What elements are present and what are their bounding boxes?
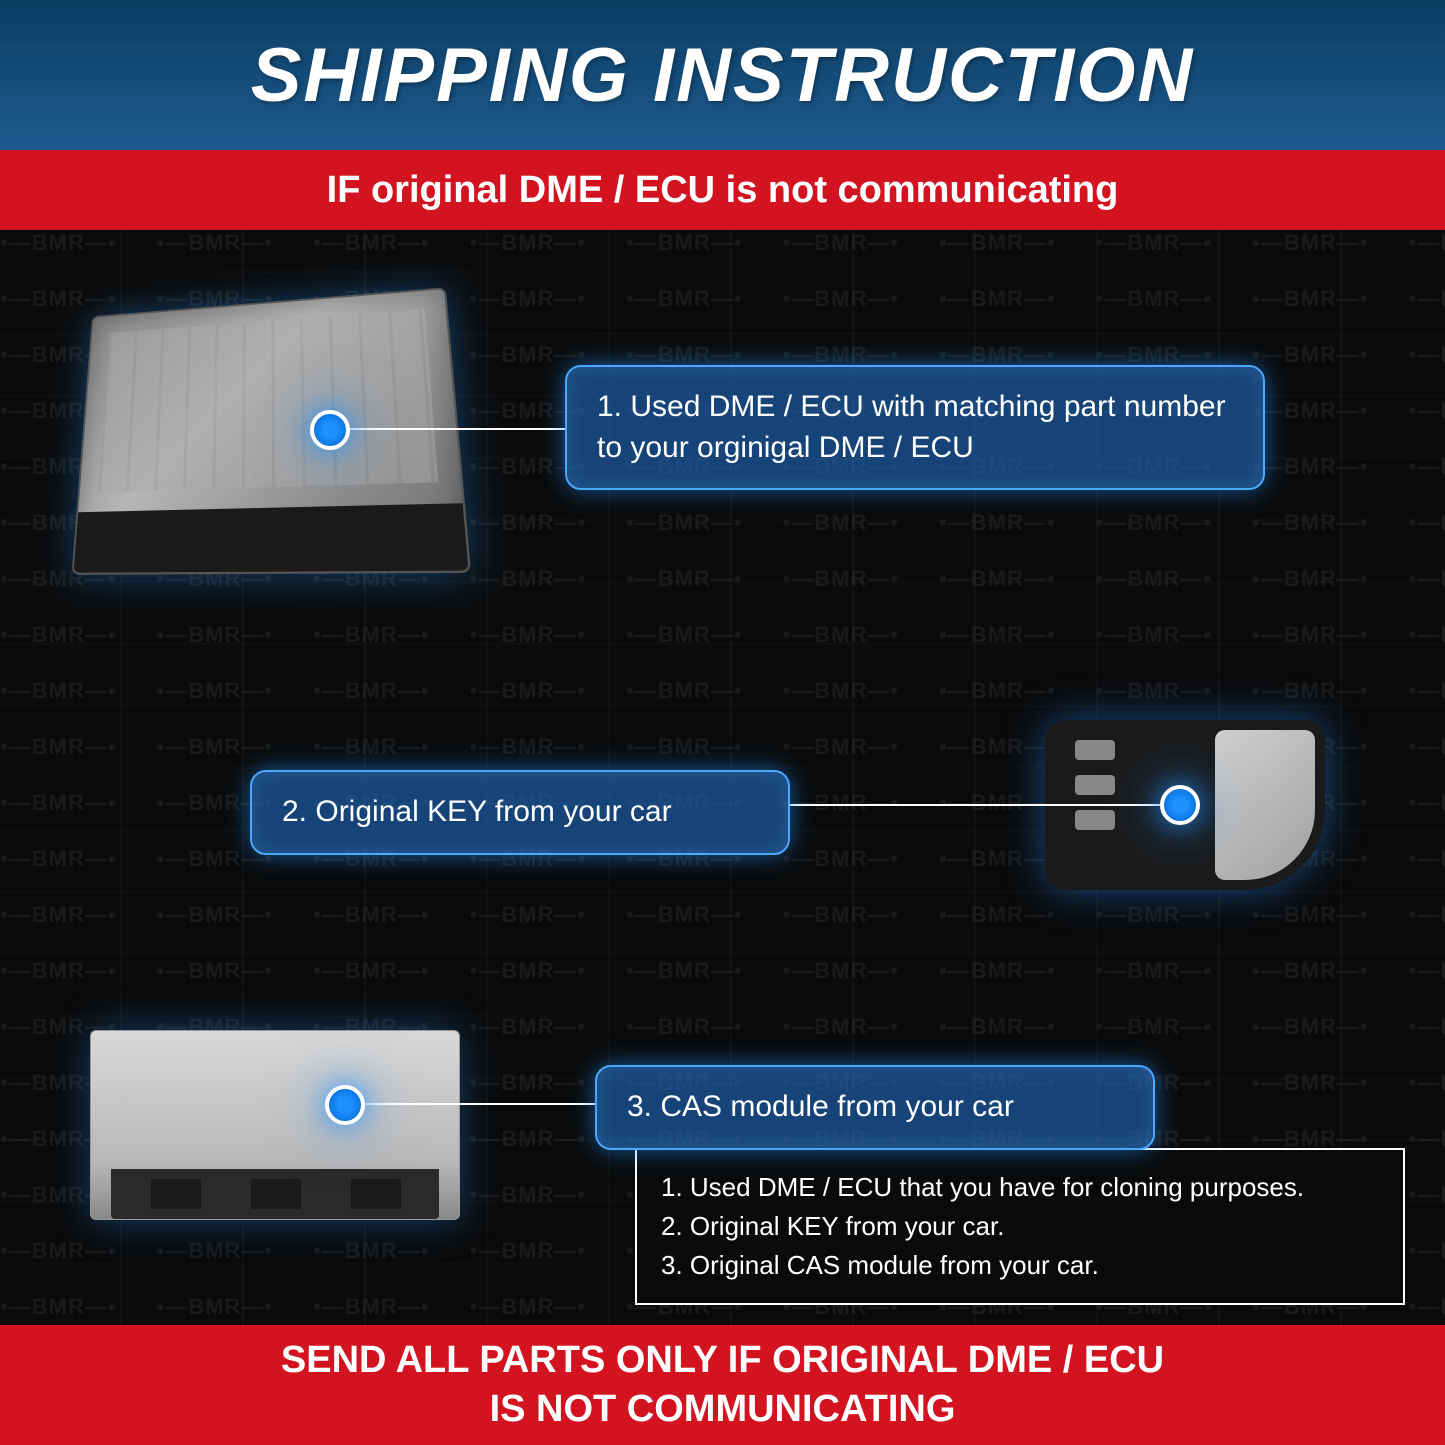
subheader-banner: IF original DME / ECU is not communicati… <box>0 150 1445 230</box>
connector-line-1 <box>350 428 565 430</box>
summary-box: 1. Used DME / ECU that you have for clon… <box>635 1148 1405 1305</box>
callout-key: 2. Original KEY from your car <box>250 770 790 855</box>
connector-line-3 <box>365 1103 595 1105</box>
callout-ecu: 1. Used DME / ECU with matching part num… <box>565 365 1265 490</box>
header-banner: SHIPPING INSTRUCTION <box>0 0 1445 150</box>
marker-dot-key <box>1160 785 1200 825</box>
summary-line-3: 3. Original CAS module from your car. <box>661 1246 1379 1285</box>
summary-line-2: 2. Original KEY from your car. <box>661 1207 1379 1246</box>
page-title: SHIPPING INSTRUCTION <box>251 32 1195 119</box>
callout-cas: 3. CAS module from your car <box>595 1065 1155 1150</box>
ecu-module-image <box>72 287 472 575</box>
footer-text: SEND ALL PARTS ONLY IF ORIGINAL DME / EC… <box>281 1336 1164 1435</box>
marker-dot-cas <box>325 1085 365 1125</box>
callout-text-1: 1. Used DME / ECU with matching part num… <box>597 387 1233 468</box>
connector-line-2 <box>790 804 1160 806</box>
callout-text-3: 3. CAS module from your car <box>627 1087 1123 1128</box>
callout-text-2: 2. Original KEY from your car <box>282 792 758 833</box>
content-area: •—BMR—••—BMR—••—BMR—••—BMR—••—BMR—••—BMR… <box>0 230 1445 1325</box>
summary-line-1: 1. Used DME / ECU that you have for clon… <box>661 1168 1379 1207</box>
cas-module-image <box>90 1030 460 1220</box>
subheader-text: IF original DME / ECU is not communicati… <box>327 169 1119 212</box>
footer-banner: SEND ALL PARTS ONLY IF ORIGINAL DME / EC… <box>0 1325 1445 1445</box>
marker-dot-ecu <box>310 410 350 450</box>
